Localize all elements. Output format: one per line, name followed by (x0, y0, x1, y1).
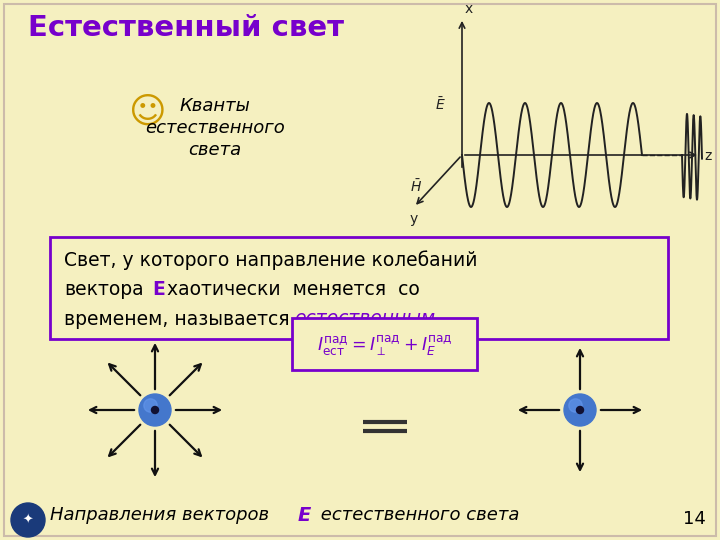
Text: x: x (465, 2, 473, 16)
Bar (292, 318, 477, 370)
Circle shape (144, 399, 157, 412)
Text: z: z (704, 149, 711, 163)
Text: 14: 14 (683, 510, 706, 528)
Text: света: света (189, 141, 242, 159)
Text: Свет, у которого направление колебаний: Свет, у которого направление колебаний (64, 250, 477, 269)
Text: Е: Е (152, 280, 165, 299)
Circle shape (564, 394, 596, 426)
Text: естественного света: естественного света (315, 506, 519, 524)
Text: $\bar{H}$: $\bar{H}$ (410, 179, 422, 195)
Text: $\bar{E}$: $\bar{E}$ (436, 97, 446, 113)
Text: естественным.: естественным. (294, 309, 441, 328)
Text: ✦: ✦ (23, 514, 33, 526)
Circle shape (139, 394, 171, 426)
Text: хаотически  меняется  со: хаотически меняется со (167, 280, 420, 299)
Text: y: y (410, 212, 418, 226)
Circle shape (151, 407, 158, 414)
Circle shape (569, 399, 582, 412)
Circle shape (577, 407, 583, 414)
Text: Е: Е (298, 506, 311, 525)
Text: Направления векторов: Направления векторов (50, 506, 275, 524)
Bar (50, 237, 668, 339)
Text: Кванты: Кванты (179, 97, 251, 115)
Text: вектора: вектора (64, 280, 143, 299)
Text: временем, называется: временем, называется (64, 310, 296, 329)
Circle shape (11, 503, 45, 537)
Text: $I_{\rm{ест}}^{\rm{пад}} = I_{\perp}^{\rm{пад}} + I_{E}^{\rm{пад}}$: $I_{\rm{ест}}^{\rm{пад}} = I_{\perp}^{\r… (317, 334, 452, 358)
Text: Естественный свет: Естественный свет (28, 14, 344, 42)
Text: ☺: ☺ (129, 96, 167, 130)
Text: естественного: естественного (145, 119, 285, 137)
